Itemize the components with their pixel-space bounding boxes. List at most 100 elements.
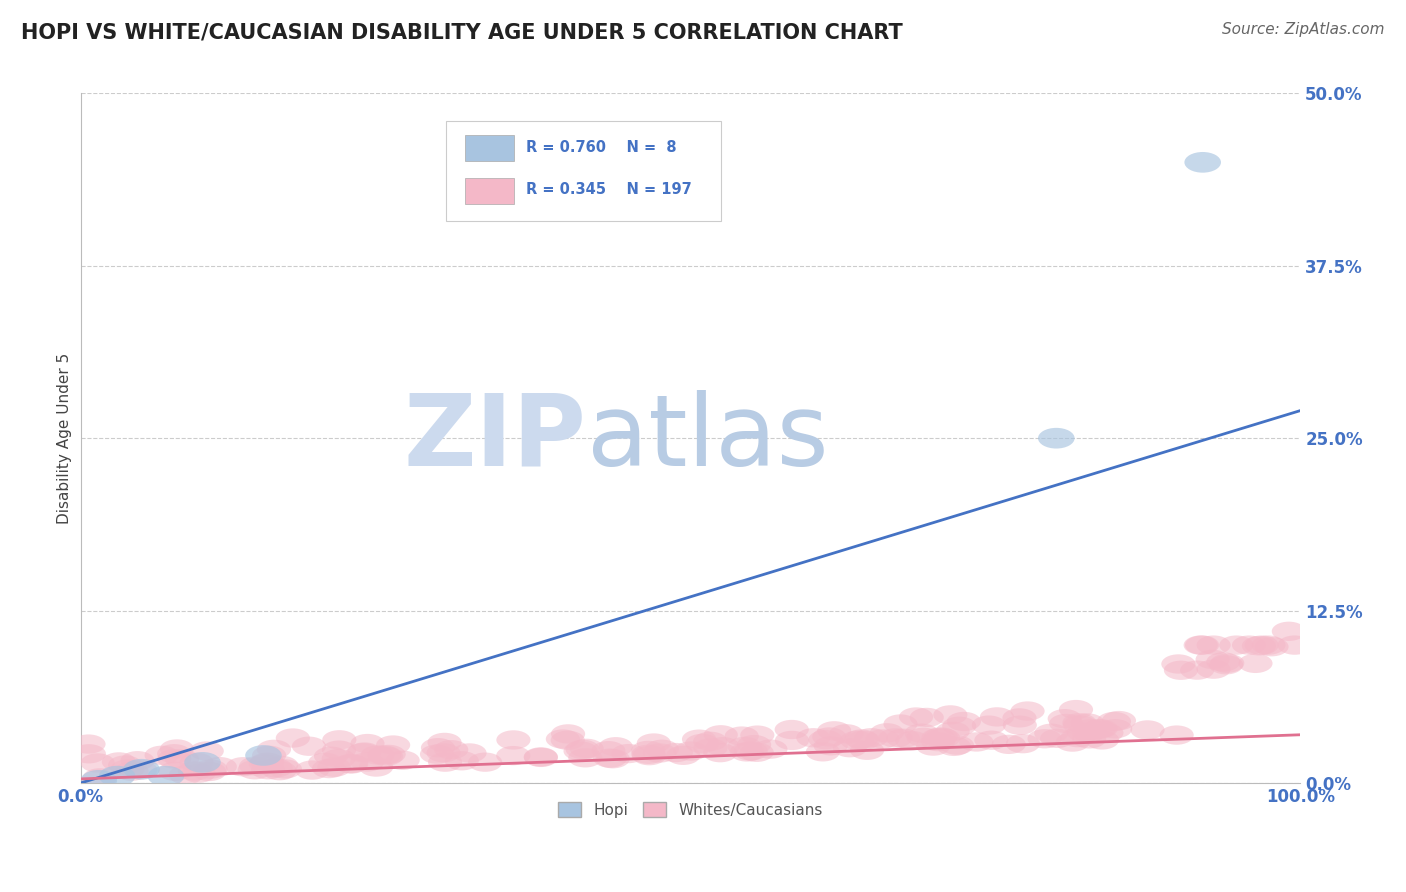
Ellipse shape bbox=[1209, 655, 1243, 674]
Ellipse shape bbox=[1073, 730, 1107, 748]
Ellipse shape bbox=[367, 746, 402, 764]
Ellipse shape bbox=[239, 756, 273, 776]
FancyBboxPatch shape bbox=[465, 178, 513, 203]
Ellipse shape bbox=[972, 715, 1005, 735]
Ellipse shape bbox=[673, 741, 709, 761]
Ellipse shape bbox=[238, 760, 271, 780]
Ellipse shape bbox=[420, 738, 456, 757]
Ellipse shape bbox=[806, 742, 839, 762]
Ellipse shape bbox=[832, 738, 868, 757]
Ellipse shape bbox=[921, 732, 955, 751]
Ellipse shape bbox=[1040, 729, 1074, 748]
Ellipse shape bbox=[775, 720, 808, 739]
FancyBboxPatch shape bbox=[447, 121, 721, 221]
Ellipse shape bbox=[817, 721, 851, 740]
Ellipse shape bbox=[631, 745, 665, 764]
Ellipse shape bbox=[1063, 713, 1097, 732]
Ellipse shape bbox=[434, 740, 468, 759]
Ellipse shape bbox=[347, 742, 381, 762]
Ellipse shape bbox=[420, 745, 454, 764]
Ellipse shape bbox=[870, 723, 904, 742]
Ellipse shape bbox=[181, 764, 215, 783]
Ellipse shape bbox=[980, 707, 1014, 727]
Ellipse shape bbox=[98, 766, 135, 787]
Ellipse shape bbox=[1067, 723, 1101, 742]
Ellipse shape bbox=[1102, 711, 1136, 731]
Ellipse shape bbox=[292, 737, 326, 756]
Ellipse shape bbox=[727, 737, 762, 756]
Text: R = 0.760    N =  8: R = 0.760 N = 8 bbox=[526, 140, 676, 154]
Ellipse shape bbox=[839, 731, 875, 750]
Ellipse shape bbox=[145, 746, 179, 765]
Ellipse shape bbox=[385, 750, 420, 770]
Ellipse shape bbox=[737, 735, 770, 755]
Ellipse shape bbox=[184, 752, 221, 772]
Ellipse shape bbox=[1038, 428, 1074, 449]
Ellipse shape bbox=[612, 744, 645, 764]
Ellipse shape bbox=[599, 737, 633, 756]
Ellipse shape bbox=[917, 737, 950, 756]
Ellipse shape bbox=[114, 762, 149, 780]
Ellipse shape bbox=[596, 749, 630, 768]
Ellipse shape bbox=[1184, 635, 1218, 655]
Ellipse shape bbox=[754, 739, 787, 759]
Ellipse shape bbox=[853, 728, 889, 747]
Ellipse shape bbox=[1211, 654, 1244, 673]
Ellipse shape bbox=[180, 753, 214, 772]
Ellipse shape bbox=[565, 739, 600, 759]
Ellipse shape bbox=[866, 730, 900, 748]
Ellipse shape bbox=[194, 759, 228, 779]
Ellipse shape bbox=[1197, 635, 1230, 655]
Ellipse shape bbox=[252, 760, 285, 780]
Ellipse shape bbox=[959, 732, 994, 752]
Ellipse shape bbox=[523, 747, 558, 766]
Ellipse shape bbox=[427, 753, 463, 772]
Ellipse shape bbox=[202, 757, 236, 776]
Y-axis label: Disability Age Under 5: Disability Age Under 5 bbox=[58, 352, 72, 524]
Ellipse shape bbox=[907, 728, 941, 747]
Ellipse shape bbox=[643, 743, 676, 763]
Ellipse shape bbox=[371, 745, 406, 764]
Ellipse shape bbox=[121, 751, 155, 771]
Ellipse shape bbox=[80, 770, 117, 790]
Ellipse shape bbox=[252, 746, 287, 765]
Ellipse shape bbox=[368, 747, 404, 766]
Ellipse shape bbox=[1059, 700, 1092, 719]
Ellipse shape bbox=[1244, 635, 1278, 655]
Ellipse shape bbox=[592, 741, 626, 760]
Ellipse shape bbox=[593, 748, 627, 768]
Ellipse shape bbox=[250, 753, 284, 772]
Ellipse shape bbox=[1130, 720, 1164, 739]
Ellipse shape bbox=[190, 741, 224, 761]
Ellipse shape bbox=[350, 752, 384, 772]
Ellipse shape bbox=[896, 731, 929, 750]
Ellipse shape bbox=[249, 754, 283, 773]
Ellipse shape bbox=[703, 743, 737, 763]
Ellipse shape bbox=[813, 727, 846, 747]
Ellipse shape bbox=[637, 733, 671, 753]
Ellipse shape bbox=[898, 707, 934, 727]
Ellipse shape bbox=[682, 730, 716, 748]
Ellipse shape bbox=[886, 729, 920, 747]
Ellipse shape bbox=[1184, 152, 1220, 173]
Ellipse shape bbox=[814, 736, 848, 756]
Ellipse shape bbox=[1232, 635, 1265, 655]
Ellipse shape bbox=[426, 743, 461, 763]
Ellipse shape bbox=[165, 749, 200, 769]
Ellipse shape bbox=[322, 749, 356, 768]
Ellipse shape bbox=[346, 743, 380, 763]
Ellipse shape bbox=[314, 747, 349, 766]
Ellipse shape bbox=[375, 735, 411, 755]
Ellipse shape bbox=[1073, 719, 1108, 739]
Ellipse shape bbox=[844, 730, 879, 748]
Ellipse shape bbox=[1195, 649, 1230, 669]
Ellipse shape bbox=[1185, 635, 1219, 655]
Ellipse shape bbox=[335, 755, 368, 773]
Ellipse shape bbox=[453, 743, 486, 763]
Ellipse shape bbox=[1254, 637, 1289, 657]
Legend: Hopi, Whites/Caucasians: Hopi, Whites/Caucasians bbox=[553, 796, 830, 823]
Ellipse shape bbox=[1164, 661, 1198, 680]
Ellipse shape bbox=[263, 761, 297, 780]
Ellipse shape bbox=[910, 707, 943, 727]
Ellipse shape bbox=[934, 706, 967, 724]
